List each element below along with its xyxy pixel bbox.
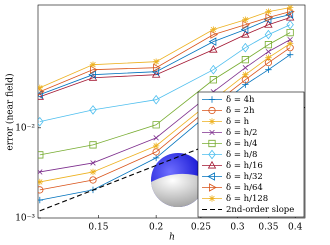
marker (287, 36, 293, 43)
marker (153, 63, 161, 72)
marker (38, 169, 43, 175)
series-line (39, 17, 291, 98)
legend-label: δ = 2h (226, 106, 255, 116)
marker (265, 8, 272, 15)
marker (208, 37, 217, 46)
series-line (39, 24, 291, 123)
marker (38, 116, 44, 127)
marker (38, 186, 44, 194)
marker (38, 84, 43, 91)
marker (242, 81, 249, 88)
legend-label: δ = h/4 (226, 139, 257, 149)
marker (285, 12, 295, 21)
marker (152, 121, 160, 129)
marker (89, 105, 97, 115)
marker (151, 70, 161, 78)
legend-label: δ = h/16 (226, 161, 263, 171)
marker (88, 70, 96, 79)
marker (210, 30, 219, 39)
marker (90, 160, 96, 166)
legend-label: δ = h/2 (226, 128, 257, 138)
marker (241, 56, 249, 64)
legend-marker (208, 96, 216, 103)
y-axis-label: error (near field) (5, 73, 16, 150)
y-tick-label: 10⁻² (15, 123, 35, 133)
plot-frame (37, 4, 306, 219)
x-axis-label: h (169, 233, 175, 243)
legend-marker (208, 195, 216, 202)
legend-label: δ = h/8 (226, 150, 257, 160)
x-tick-label: 0.35 (258, 223, 278, 233)
marker (285, 10, 294, 19)
marker (286, 40, 294, 47)
x-tick-label: 0.3 (230, 223, 245, 233)
marker (286, 19, 294, 30)
marker (286, 28, 294, 37)
series-line (39, 7, 291, 89)
marker (265, 54, 272, 61)
marker (242, 16, 249, 23)
marker (38, 90, 43, 99)
legend-marker (207, 160, 217, 169)
marker (90, 65, 98, 74)
marker (242, 65, 249, 71)
series-line (39, 11, 291, 93)
marker (265, 66, 272, 73)
legend-marker (208, 118, 216, 125)
marker (153, 135, 159, 141)
marker (152, 58, 160, 65)
marker (38, 88, 45, 96)
legend-marker (208, 139, 216, 148)
legend-label: δ = h (226, 117, 250, 127)
marker (88, 73, 98, 81)
marker (286, 5, 294, 11)
marker (287, 7, 295, 16)
marker (209, 44, 218, 53)
marker (38, 178, 43, 186)
marker (240, 25, 249, 34)
x-tick-label: 0.2 (149, 223, 163, 233)
marker (264, 41, 273, 49)
y-tick-label: 10⁻³ (15, 214, 35, 224)
marker (241, 29, 250, 38)
marker (152, 94, 160, 105)
legend-marker (208, 149, 216, 160)
marker (242, 20, 251, 29)
marker (265, 13, 274, 22)
marker (286, 51, 294, 58)
marker (241, 42, 250, 53)
marker (152, 142, 160, 150)
marker (242, 71, 249, 78)
legend-label: δ = h/64 (226, 183, 263, 193)
marker (209, 76, 217, 84)
marker (89, 176, 97, 184)
x-tick-label: 0.4 (288, 223, 303, 233)
sphere-lower (151, 173, 206, 208)
marker (152, 154, 160, 162)
legend-marker (208, 106, 216, 115)
marker (89, 168, 97, 176)
marker (38, 151, 44, 159)
legend-marker (207, 172, 215, 181)
legend-marker (209, 129, 215, 136)
legend-marker (209, 183, 217, 192)
x-tick-label: 0.25 (191, 223, 211, 233)
series-line (39, 32, 291, 156)
legend-label: δ = h/32 (226, 172, 263, 182)
marker (209, 64, 218, 75)
legend-label: δ = h/128 (226, 194, 268, 204)
marker (38, 196, 43, 204)
x-tick-label: 0.15 (88, 223, 108, 233)
marker (210, 26, 217, 33)
legend-label: 2nd-order slope (226, 205, 294, 215)
marker (89, 141, 97, 149)
marker (264, 29, 273, 40)
marker (89, 61, 97, 68)
marker (265, 48, 272, 55)
marker (264, 20, 273, 28)
legend-label: δ = 4h (226, 95, 255, 105)
